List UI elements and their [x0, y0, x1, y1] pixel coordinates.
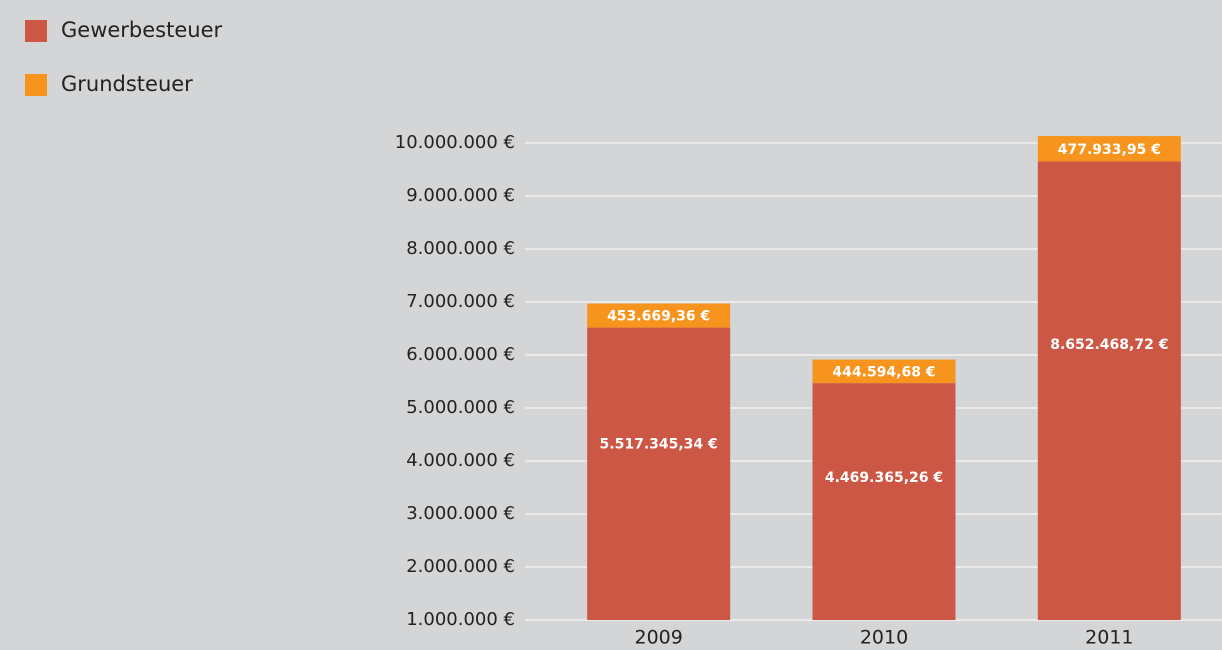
bar-segment: [812, 383, 956, 620]
y-tick-label: 4.000.000 €: [406, 450, 515, 471]
bar-segment: [1037, 136, 1181, 162]
y-tick-label: 3.000.000 €: [406, 503, 515, 524]
bar-segment: [1037, 161, 1181, 620]
legend-swatch: [25, 74, 47, 96]
value-label: 5.517.345,34 €: [600, 437, 718, 453]
value-label: 8.652.468,72 €: [1050, 337, 1168, 353]
value-label: 477.933,95 €: [1058, 142, 1161, 158]
legend-label: Gewerbesteuer: [61, 18, 222, 42]
y-tick-label: 6.000.000 €: [406, 344, 515, 365]
value-label: 444.594,68 €: [832, 364, 935, 380]
value-label: 4.469.365,26 €: [825, 470, 943, 486]
x-tick-label: 2011: [1085, 627, 1133, 649]
y-tick-label: 10.000.000 €: [395, 132, 515, 153]
x-tick-label: 2009: [634, 627, 682, 649]
y-tick-label: 2.000.000 €: [406, 556, 515, 577]
legend-label: Grundsteuer: [61, 72, 193, 96]
x-tick-label: 2010: [860, 627, 908, 649]
y-tick-label: 9.000.000 €: [406, 185, 515, 206]
bar-segment: [587, 327, 731, 620]
bar-segment: [587, 303, 731, 328]
bar-segment: [812, 359, 956, 384]
legend-swatch: [25, 20, 47, 42]
y-tick-label: 5.000.000 €: [406, 397, 515, 418]
value-label: 453.669,36 €: [607, 309, 710, 325]
y-tick-label: 7.000.000 €: [406, 291, 515, 312]
y-tick-label: 8.000.000 €: [406, 238, 515, 259]
y-tick-label: 1.000.000 €: [406, 609, 515, 630]
